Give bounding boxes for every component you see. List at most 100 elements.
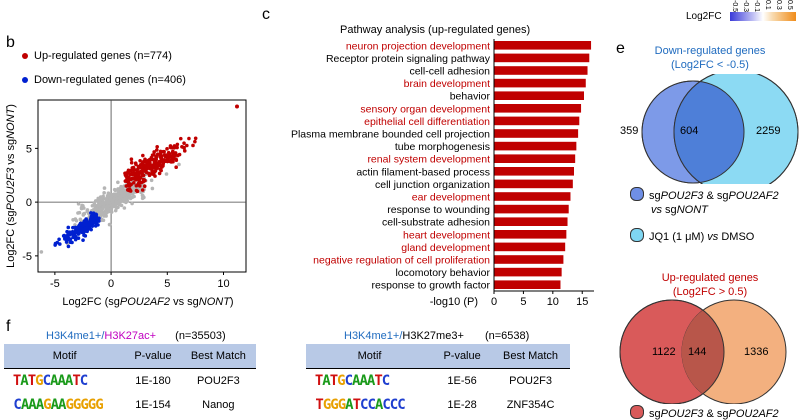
scatter-point xyxy=(130,201,134,206)
venn-legend-2-vs: vs xyxy=(707,231,719,243)
scatter-frame xyxy=(37,99,247,273)
category-label: response to growth factor xyxy=(372,280,491,292)
scatter-point xyxy=(168,144,173,148)
category-label: locomotory behavior xyxy=(395,267,490,279)
x-axis-label: -log10 (P) xyxy=(430,296,478,308)
venn-legend-2: JQ1 (1 μM) vs DMSO xyxy=(630,228,754,243)
scatter-point xyxy=(118,198,123,203)
scatter-point xyxy=(127,184,132,188)
venn-bottom-overlap-count: 144 xyxy=(688,346,707,358)
scatter-point xyxy=(83,234,88,238)
venn-legend-3-c: & sg xyxy=(703,408,729,420)
category-label: behavior xyxy=(450,91,491,103)
scatter-point xyxy=(177,162,181,167)
y-tick-label: -5 xyxy=(22,251,32,263)
bar xyxy=(494,217,568,226)
scatter-point xyxy=(158,149,163,154)
x-tick-label: 10 xyxy=(547,296,559,308)
venn-legend-3-a: sg xyxy=(649,408,661,420)
col-motif: Motif xyxy=(4,344,126,369)
scatter-point xyxy=(71,225,75,230)
category-label: sensory organ development xyxy=(360,103,490,115)
scatter-point xyxy=(193,139,197,144)
scatter-point xyxy=(140,193,145,198)
scatter-point xyxy=(134,178,138,182)
scatter-point xyxy=(129,160,134,165)
venn-top-overlap xyxy=(674,81,744,183)
bar xyxy=(494,116,580,126)
motif-left-mark-a: H3K4me1+/ xyxy=(46,330,105,342)
scatter-point xyxy=(96,199,101,204)
scatter-point xyxy=(140,188,145,192)
scatter-point xyxy=(193,136,198,141)
bar xyxy=(494,41,592,50)
scatter-point xyxy=(150,186,155,191)
scatter-point xyxy=(175,142,180,147)
category-label: negative regulation of cell proliferatio… xyxy=(313,255,490,267)
category-label: brain development xyxy=(404,78,490,90)
scatter-point xyxy=(113,188,118,193)
x-tick-label: 0 xyxy=(491,296,497,308)
motif-left-header: H3K4me1+/H3K27ac+ (n=35503) xyxy=(46,330,226,342)
bar xyxy=(494,141,577,151)
panel-c-letter: c xyxy=(262,6,270,23)
scatter-point xyxy=(177,152,182,157)
scatter-point xyxy=(161,149,165,154)
panel-b-letter: b xyxy=(6,34,15,51)
panel-f-letter: f xyxy=(6,318,11,335)
scatter-point xyxy=(149,172,153,176)
scatter-point xyxy=(155,148,159,152)
scatter-point xyxy=(172,144,177,148)
scatter-point xyxy=(76,236,81,241)
venn-legend-2-b: DMSO xyxy=(718,231,755,243)
scatter-point xyxy=(155,161,159,166)
scatter-point xyxy=(119,190,124,195)
bar xyxy=(494,53,590,63)
scatter-point xyxy=(89,227,93,232)
legend-up: Up-regulated genes (n=774) xyxy=(22,44,186,68)
scatter-point xyxy=(102,191,106,195)
venn-top-title: Down-regulated genes (Log2FC < -0.5) xyxy=(630,44,790,72)
scatter-point xyxy=(139,175,143,180)
motif-right-mark-a: H3K4me1+/ xyxy=(344,330,403,342)
scatter-point xyxy=(157,171,162,176)
bar xyxy=(494,192,571,201)
scatter-point xyxy=(165,147,169,151)
scatter-point xyxy=(74,230,79,235)
scatter-point xyxy=(80,203,84,208)
panel-e-letter: e xyxy=(616,40,625,57)
scatter-point xyxy=(82,206,86,210)
match-cell: POU2F3 xyxy=(509,375,552,387)
scatter-point xyxy=(97,211,102,216)
scatter-point xyxy=(105,194,110,198)
scatter-point xyxy=(182,141,186,145)
bar xyxy=(494,66,588,75)
venn-bottom-right-count: 1336 xyxy=(744,346,769,358)
scatter-point xyxy=(57,237,61,242)
x-tick-label: 10 xyxy=(217,278,229,290)
scatter-point xyxy=(101,194,105,199)
venn-legend-1-text-a: sg xyxy=(649,190,661,202)
legend-up-dot xyxy=(22,53,28,59)
scatter-point xyxy=(142,184,147,189)
colorbar-tick-label: 0.1 xyxy=(764,0,771,10)
scatter-point xyxy=(108,201,112,206)
scatter-point xyxy=(90,212,95,217)
category-label: tube morphogenesis xyxy=(395,141,490,153)
scatter-point xyxy=(117,202,122,207)
venn-top-right-count: 2259 xyxy=(756,125,781,137)
legend-down-dot xyxy=(22,77,28,83)
scatter-point xyxy=(141,153,145,158)
scatter-point xyxy=(85,208,90,212)
col-best-match: Best Match xyxy=(180,344,256,369)
scatter-point xyxy=(191,143,195,148)
scatter-point xyxy=(64,235,69,239)
venn-legend-3-swatch xyxy=(630,405,644,419)
scatter-point xyxy=(101,218,106,223)
colorbar-tick-label: 0.5 xyxy=(786,0,793,10)
scatter-point xyxy=(125,176,129,180)
bar xyxy=(494,230,567,239)
scatter-point xyxy=(140,162,145,166)
scatter-point xyxy=(149,164,153,168)
scatter-point xyxy=(174,158,179,163)
